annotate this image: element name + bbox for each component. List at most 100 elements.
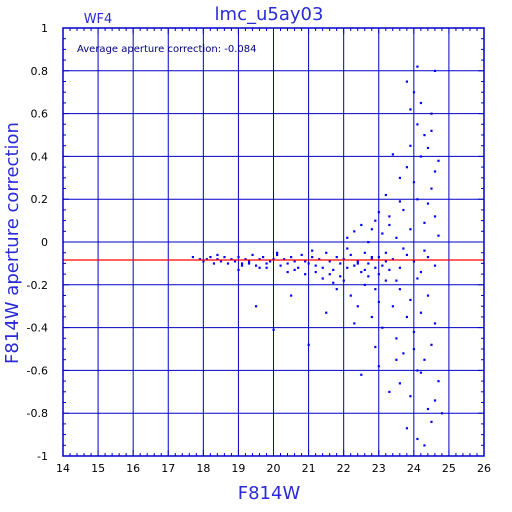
x-tick-label: 15 — [91, 462, 105, 475]
data-point — [423, 444, 426, 447]
data-point — [416, 198, 419, 201]
data-point — [395, 337, 398, 340]
data-point — [272, 258, 275, 261]
data-point — [370, 228, 373, 231]
data-point — [363, 268, 366, 272]
data-point — [370, 258, 373, 261]
y-tick-label: 1 — [41, 22, 48, 35]
data-point — [342, 279, 345, 282]
data-point — [356, 262, 359, 265]
grid-lines — [62, 27, 485, 457]
x-tick-label: 21 — [302, 462, 316, 475]
tick-marks — [62, 27, 485, 457]
data-point — [300, 253, 303, 257]
data-point — [335, 255, 338, 259]
data-point — [360, 373, 363, 376]
data-point — [433, 322, 437, 325]
x-tick-label: 17 — [161, 462, 175, 475]
data-point — [440, 412, 444, 415]
data-point — [416, 437, 419, 441]
data-point — [349, 253, 352, 257]
data-point — [349, 294, 352, 297]
data-point — [384, 193, 387, 197]
data-point — [367, 241, 370, 244]
data-point — [419, 311, 423, 314]
x-tick-label: 26 — [477, 462, 491, 475]
data-point — [419, 371, 423, 374]
data-point — [363, 251, 366, 254]
data-point — [198, 258, 202, 261]
data-point — [342, 258, 345, 261]
data-point — [416, 369, 419, 372]
data-point — [346, 266, 349, 269]
data-point — [433, 69, 437, 72]
x-tick-label: 19 — [231, 462, 245, 475]
y-tick-label: -0.2 — [27, 279, 48, 292]
data-point — [293, 268, 296, 272]
data-point — [370, 255, 373, 259]
data-point — [272, 328, 275, 331]
data-point — [216, 258, 219, 261]
panel-label: WF4 — [84, 12, 113, 27]
data-point — [247, 260, 251, 263]
data-point — [283, 258, 286, 261]
data-point — [412, 181, 416, 184]
y-tick-label: -1 — [37, 450, 48, 463]
average-annotation: Average aperture correction: -0.084 — [77, 44, 257, 55]
data-point — [395, 358, 398, 361]
data-point — [416, 277, 419, 280]
data-point — [209, 255, 212, 259]
scatter-points — [191, 65, 444, 447]
data-point — [261, 255, 265, 259]
data-point — [279, 264, 282, 267]
data-point — [339, 262, 342, 265]
data-point — [374, 266, 377, 269]
data-point — [356, 260, 359, 263]
data-point — [212, 262, 216, 265]
data-point — [391, 153, 394, 156]
data-point — [328, 260, 331, 263]
data-point — [297, 266, 300, 269]
data-point — [314, 270, 317, 274]
data-point — [416, 65, 419, 68]
data-point — [268, 260, 272, 263]
data-point — [433, 170, 437, 173]
data-point — [325, 251, 328, 254]
data-point — [237, 268, 240, 272]
data-point — [251, 253, 254, 257]
data-point — [402, 208, 405, 212]
data-point — [430, 343, 433, 346]
data-point — [405, 166, 409, 169]
data-point — [202, 260, 205, 263]
data-point — [398, 266, 401, 269]
data-point — [356, 305, 359, 308]
y-tick-labels: -1 -0.8 -0.6 -0.4 -0.2 0 0.2 0.4 0.6 0.8 1 — [27, 22, 48, 463]
data-point — [254, 264, 258, 267]
data-point — [335, 288, 338, 291]
data-point — [409, 108, 412, 111]
data-point — [265, 266, 268, 269]
data-point — [388, 268, 391, 272]
data-point — [367, 262, 370, 265]
x-tick-label: 20 — [267, 462, 281, 475]
data-point — [426, 255, 430, 259]
x-tick-label: 24 — [407, 462, 421, 475]
y-tick-label: -0.8 — [27, 407, 48, 420]
data-point — [423, 358, 426, 361]
data-point — [247, 262, 251, 265]
data-point — [314, 264, 317, 267]
data-point — [433, 215, 437, 218]
data-point — [437, 234, 440, 237]
data-point — [409, 395, 412, 398]
data-point — [346, 236, 349, 239]
data-point — [391, 305, 394, 308]
data-point — [311, 255, 314, 259]
data-point — [426, 202, 430, 205]
data-point — [412, 348, 416, 351]
data-point — [258, 258, 261, 261]
chart-title: lmc_u5ay03 — [215, 4, 324, 25]
data-point — [377, 365, 380, 368]
data-point — [205, 258, 209, 261]
data-point — [367, 275, 370, 278]
x-tick-label: 16 — [126, 462, 140, 475]
